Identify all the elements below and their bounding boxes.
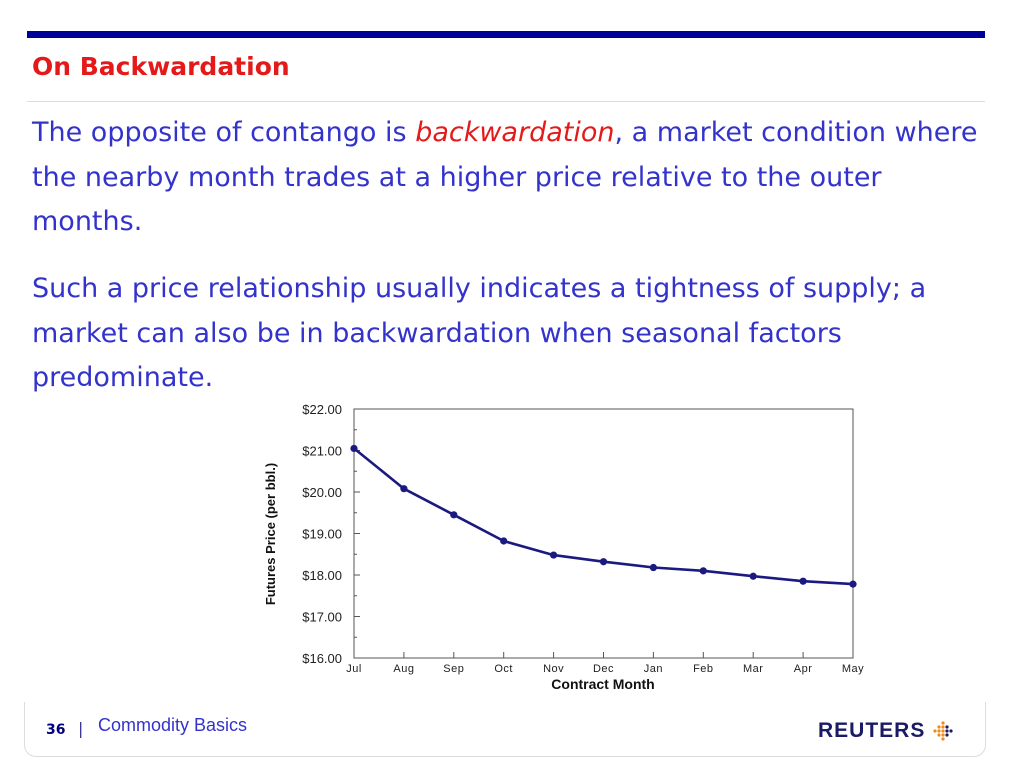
paragraph1-rest: , a market condition where the nearby mo… <box>32 117 978 237</box>
y-tick-label: $22.00 <box>302 402 342 417</box>
paragraph-supply-tightness: Such a price relationship usually indica… <box>32 273 927 393</box>
x-tick-label: Jan <box>644 663 663 675</box>
data-point <box>799 577 807 585</box>
y-tick-label: $17.00 <box>302 610 342 625</box>
price-series-points <box>350 444 857 588</box>
reuters-logo: REUTERS <box>818 719 953 743</box>
reuters-logo-text: REUTERS <box>818 719 926 742</box>
data-point <box>350 444 358 453</box>
x-tick-label: Oct <box>494 663 513 675</box>
title-divider <box>27 101 985 102</box>
footer-separator: | <box>78 719 84 738</box>
footer-frame <box>24 702 986 757</box>
backwardation-emphasis: backwardation <box>415 117 615 148</box>
x-tick-label: Nov <box>543 663 564 675</box>
y-tick-label: $21.00 <box>302 444 342 459</box>
x-tick-label: May <box>842 663 864 675</box>
data-point <box>400 485 408 493</box>
slide-title: On Backwardation <box>32 52 290 81</box>
chart-background <box>255 398 865 698</box>
x-axis-ticks: Jul Aug Sep Oct Nov Dec Jan Feb Mar Apr May <box>346 652 864 675</box>
y-tick-label: $18.00 <box>302 568 342 583</box>
y-axis-ticks: $16.00 $17.00 $18.00 $19.00 $20.00 $21.00 $22.… <box>302 402 360 666</box>
reuters-dots-icon <box>933 721 953 741</box>
y-axis-label: Futures Price (per bbl.) <box>263 463 278 605</box>
data-point <box>699 567 707 575</box>
data-point <box>500 537 508 545</box>
data-point <box>599 558 608 566</box>
data-point <box>649 563 657 572</box>
y-tick-label: $16.00 <box>302 651 342 666</box>
data-point <box>450 511 458 519</box>
data-point <box>849 580 857 588</box>
paragraph-backwardation-definition: The opposite of contango is backwardatio… <box>32 111 982 245</box>
data-point <box>550 551 558 559</box>
footer-label: Commodity Basics <box>98 715 248 735</box>
x-axis-label: Contract Month <box>551 676 654 692</box>
x-tick-label: Feb <box>693 663 713 675</box>
top-accent-bar <box>27 31 985 38</box>
x-tick-label: Sep <box>443 663 464 675</box>
x-tick-label: Jul <box>346 663 362 675</box>
paragraph1-lead: The opposite of contango is <box>32 117 416 148</box>
data-point <box>749 572 757 580</box>
backwardation-chart: $16.00 $17.00 $18.00 $19.00 $20.00 $21.00 $22.… <box>255 398 865 698</box>
x-tick-label: Dec <box>593 663 614 675</box>
x-tick-label: Apr <box>794 663 813 675</box>
x-tick-label: Aug <box>393 663 414 675</box>
x-tick-label: Mar <box>743 663 763 675</box>
y-tick-label: $20.00 <box>302 485 342 500</box>
y-tick-label: $19.00 <box>302 527 342 542</box>
page-number: 36 <box>46 722 66 738</box>
